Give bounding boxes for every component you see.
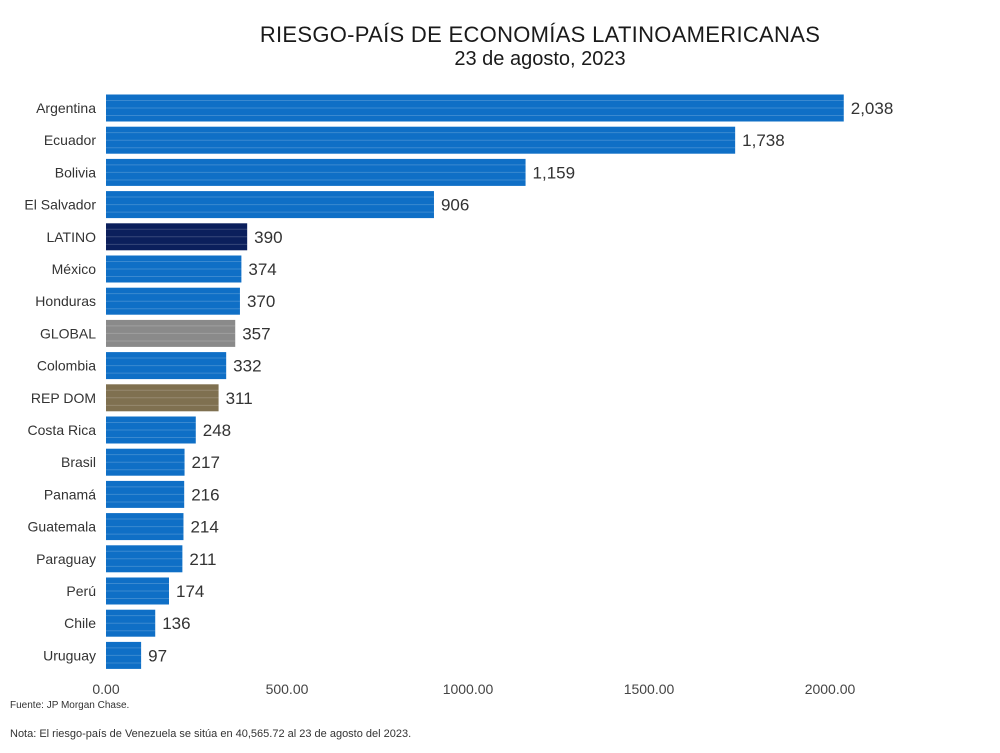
category-label: Guatemala	[28, 519, 97, 535]
bar-row: Perú 174	[66, 577, 204, 605]
bar	[106, 94, 844, 122]
value-label: 374	[248, 260, 276, 279]
bar	[106, 513, 184, 541]
bar-row: Costa Rica 248	[28, 416, 231, 444]
bar-row: Panamá 216	[44, 480, 220, 508]
bar-row: Brasil 217	[61, 448, 220, 476]
value-label: 390	[254, 228, 282, 247]
value-label: 136	[162, 614, 190, 633]
bar-row: Argentina 2,038	[36, 94, 894, 122]
category-label: Perú	[66, 583, 96, 599]
bar	[106, 641, 142, 669]
category-label: Colombia	[37, 358, 96, 374]
category-label: Honduras	[35, 293, 96, 309]
bar-row: México 374	[52, 255, 277, 283]
bar-row: GLOBAL 357	[40, 319, 271, 347]
bar-row: Paraguay 211	[36, 545, 216, 573]
value-label: 248	[203, 421, 231, 440]
category-label: Brasil	[61, 454, 96, 470]
value-label: 1,159	[533, 163, 576, 182]
bar	[106, 287, 240, 315]
category-label: REP DOM	[31, 390, 96, 406]
bar	[106, 255, 242, 283]
value-label: 2,038	[851, 99, 894, 118]
bar	[106, 609, 156, 637]
value-label: 216	[191, 485, 219, 504]
value-label: 311	[226, 389, 253, 408]
value-label: 211	[189, 550, 216, 569]
bar	[106, 223, 248, 251]
category-label: México	[52, 261, 97, 277]
chart-title: RIESGO-PAÍS DE ECONOMÍAS LATINOAMERICANA…	[259, 22, 821, 47]
value-label: 370	[247, 292, 275, 311]
bar-row: Bolivia 1,159	[55, 158, 576, 186]
category-label: Uruguay	[43, 647, 96, 663]
value-label: 97	[148, 646, 167, 665]
bar-row: LATINO 390	[46, 223, 283, 251]
category-label: GLOBAL	[40, 325, 96, 341]
bar-row: Uruguay 97	[43, 641, 167, 669]
source-note: Fuente: JP Morgan Chase.	[10, 700, 130, 711]
value-label: 357	[242, 324, 270, 343]
bar	[106, 158, 526, 186]
category-label: Costa Rica	[28, 422, 97, 438]
x-tick-label: 2000.00	[805, 681, 856, 697]
bar	[106, 448, 185, 476]
bar-row: REP DOM 311	[31, 384, 253, 412]
bar-chart: Argentina 2,038 Ecuador 1,738 Bolivia 1,159 El…	[24, 94, 894, 697]
bar-row: Honduras 370	[35, 287, 275, 315]
bar-row: Colombia 332	[37, 352, 262, 380]
value-label: 174	[176, 582, 204, 601]
value-label: 1,738	[742, 131, 785, 150]
bar-row: Ecuador 1,738	[44, 126, 785, 154]
bar	[106, 545, 183, 573]
footnote: Nota: El riesgo-país de Venezuela se sit…	[10, 728, 412, 740]
x-tick-label: 0.00	[92, 681, 119, 697]
category-label: Chile	[64, 615, 96, 631]
bar	[106, 126, 736, 154]
bar-row: Guatemala 214	[28, 513, 219, 541]
bar	[106, 191, 434, 219]
bar	[106, 352, 227, 380]
category-label: El Salvador	[24, 197, 96, 213]
bar	[106, 416, 196, 444]
x-tick-label: 1000.00	[443, 681, 494, 697]
bar-row: El Salvador 906	[24, 191, 469, 219]
bar	[106, 384, 219, 412]
category-label: Bolivia	[55, 164, 96, 180]
value-label: 332	[233, 357, 261, 376]
category-label: Panamá	[44, 486, 96, 502]
category-label: Argentina	[36, 100, 96, 116]
x-tick-label: 1500.00	[624, 681, 675, 697]
value-label: 906	[441, 196, 469, 215]
category-label: Paraguay	[36, 551, 96, 567]
bar	[106, 480, 185, 508]
chart-subtitle: 23 de agosto, 2023	[454, 48, 626, 70]
category-label: LATINO	[46, 229, 96, 245]
value-label: 217	[192, 453, 220, 472]
bar-row: Chile 136	[64, 609, 191, 637]
category-label: Ecuador	[44, 132, 96, 148]
bar	[106, 319, 236, 347]
value-label: 214	[190, 518, 218, 537]
bar	[106, 577, 169, 605]
x-tick-label: 500.00	[266, 681, 309, 697]
